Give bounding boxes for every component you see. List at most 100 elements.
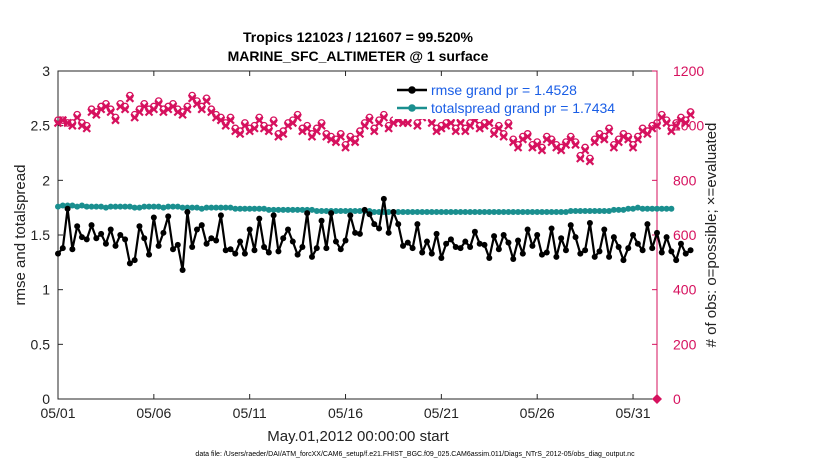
- totalspread-point: [308, 206, 315, 213]
- totalspread-point: [658, 205, 665, 212]
- obs-evaluated-point: [355, 129, 365, 139]
- obs-evaluated-point: [662, 118, 671, 128]
- totalspread-point: [126, 203, 133, 210]
- rmse-point: [409, 245, 416, 252]
- rmse-point: [78, 234, 85, 241]
- rmse-point: [323, 245, 330, 252]
- rmse-point: [265, 249, 272, 256]
- obs-evaluated-point: [63, 118, 72, 128]
- obs-evaluated-point: [580, 145, 590, 155]
- rmse-point: [256, 215, 263, 222]
- obs-evaluated-point: [197, 104, 207, 114]
- totalspread-point: [352, 207, 359, 214]
- rmse-point: [505, 239, 512, 246]
- rmse-point: [673, 257, 680, 264]
- legend-totalspread-marker: [408, 104, 416, 112]
- obs-evaluated-point: [82, 124, 92, 133]
- rmse-point: [644, 221, 651, 228]
- rmse-point: [414, 221, 421, 228]
- obs-evaluated-point: [432, 126, 441, 136]
- totalspread-point: [548, 209, 555, 216]
- totalspread-point: [419, 209, 426, 216]
- totalspread-point: [404, 209, 411, 216]
- totalspread-point: [189, 204, 196, 211]
- totalspread-point: [620, 206, 627, 213]
- rmse-point: [352, 229, 359, 236]
- rmse-point: [682, 250, 689, 257]
- obs-evaluated-point: [235, 129, 245, 139]
- totalspread-point: [232, 205, 239, 212]
- rmse-point: [649, 245, 656, 252]
- rmse-point: [601, 226, 608, 233]
- obs-evaluated-point: [163, 104, 173, 114]
- totalspread-point: [342, 207, 349, 214]
- rmse-point: [663, 234, 670, 241]
- obs-evaluated-point: [600, 135, 609, 144]
- rmse-point: [625, 245, 632, 252]
- rmse-point: [519, 250, 526, 257]
- obs-evaluated-point: [154, 99, 163, 109]
- rmse-point: [467, 244, 474, 251]
- obs-evaluated-point: [283, 121, 293, 130]
- obs-evaluated-point: [485, 118, 494, 128]
- legend-rmse-label: rmse grand pr = 1.4528: [431, 82, 577, 98]
- x-axis: 05/01 05/06 05/11 05/16 05/21 05/26 05/31: [40, 71, 651, 421]
- totalspread-point: [318, 207, 325, 214]
- rmse-point: [400, 242, 407, 249]
- obs-evaluated-point: [96, 104, 106, 114]
- obs-evaluated-point: [475, 124, 484, 133]
- totalspread-point: [184, 204, 191, 211]
- totalspread-point: [591, 207, 598, 214]
- rmse-point: [558, 235, 565, 242]
- totalspread-point: [438, 209, 445, 216]
- totalspread-point: [332, 207, 339, 214]
- rmse-point: [548, 225, 555, 232]
- rmse-point: [639, 247, 646, 254]
- totalspread-point: [88, 203, 95, 210]
- obs-evaluated-point: [298, 126, 307, 136]
- obs-evaluated-point: [341, 143, 350, 152]
- obs-evaluated-point: [250, 124, 259, 133]
- y-axis-label-right: # of obs: o=possible; ×=evaluated: [703, 123, 720, 348]
- rmse-point: [515, 237, 522, 244]
- obs-evaluated-point: [53, 118, 63, 128]
- obs-evaluated-point: [211, 113, 221, 122]
- rmse-point: [577, 250, 584, 257]
- rmse-point: [419, 249, 426, 256]
- obs-evaluated-point: [379, 113, 389, 122]
- totalspread-point: [371, 209, 378, 216]
- obs-evaluated-point: [159, 107, 168, 117]
- totalspread-point: [586, 207, 593, 214]
- rmse-point: [213, 237, 220, 244]
- obs-evaluated-point: [336, 132, 346, 141]
- rmse-point: [495, 246, 502, 253]
- rmse-point: [208, 235, 215, 242]
- totalspread-point: [610, 206, 617, 213]
- legend: rmse grand pr = 1.4528 totalspread grand…: [393, 77, 655, 119]
- obs-evaluated-point: [350, 137, 360, 147]
- rmse-point: [630, 232, 637, 238]
- rmse-point: [289, 238, 296, 245]
- totalspread-point: [582, 207, 589, 214]
- rmse-point: [404, 239, 411, 246]
- obs-evaluated-point: [226, 115, 235, 125]
- obs-evaluated-point: [365, 115, 374, 125]
- totalspread-point: [251, 205, 258, 212]
- y-tick-label-left: 3: [42, 63, 50, 79]
- y-tick-label-right: 800: [673, 172, 697, 188]
- rmse-point: [59, 245, 66, 252]
- rmse-point: [591, 253, 598, 260]
- totalspread-point: [663, 205, 670, 212]
- totalspread-point: [112, 203, 119, 210]
- rmse-point: [361, 206, 368, 213]
- totalspread-point: [634, 204, 641, 211]
- totalspread-point: [246, 205, 253, 212]
- totalspread-point: [553, 209, 560, 216]
- totalspread-point: [179, 204, 186, 211]
- totalspread-point: [270, 206, 277, 213]
- totalspread-point: [347, 207, 354, 214]
- rmse-point: [126, 260, 133, 267]
- rmse-point: [553, 253, 560, 260]
- totalspread-point: [447, 209, 454, 216]
- y-axis-left: 0 0.5 1 1.5 2 2.5 3: [31, 63, 63, 407]
